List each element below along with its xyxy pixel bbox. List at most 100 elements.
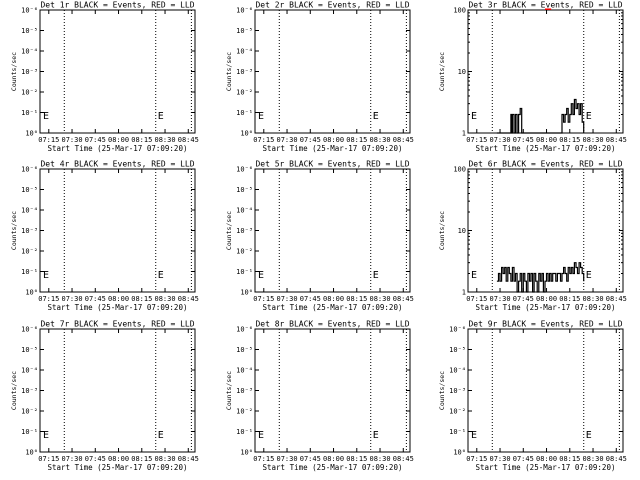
- y-tick-label: 10⁻¹: [236, 109, 253, 117]
- x-axis-label: Start Time (25-Mar-17 07:09:20): [263, 303, 403, 312]
- x-tick-label: 07:45: [85, 455, 106, 463]
- x-axis-label: Start Time (25-Mar-17 07:09:20): [48, 303, 188, 312]
- panel-title: Det 6r BLACK = Events, RED = LLD: [468, 160, 622, 169]
- x-tick-label: 07:15: [466, 455, 487, 463]
- x-tick-label: 07:45: [513, 295, 534, 303]
- x-tick-label: 08:00: [323, 295, 344, 303]
- e-marker-label: E: [586, 270, 592, 281]
- x-tick-label: 08:00: [323, 455, 344, 463]
- e-marker-label: E: [471, 270, 477, 281]
- plot-frame: [39, 168, 196, 293]
- x-tick-label: 08:00: [108, 136, 129, 144]
- y-axis-label: Counts/sec: [225, 52, 233, 91]
- x-tick-label: 07:30: [276, 136, 297, 144]
- e-marker-label: E: [258, 270, 264, 281]
- x-tick-label: 08:15: [559, 136, 580, 144]
- panel-title: Det 7r BLACK = Events, RED = LLD: [40, 320, 194, 329]
- y-tick-label: 10⁻⁴: [236, 367, 253, 375]
- y-axis-label: Counts/sec: [10, 52, 18, 91]
- x-tick-label: 08:15: [131, 295, 152, 303]
- events-series: [496, 262, 585, 293]
- x-tick-label: 08:00: [536, 455, 557, 463]
- x-tick-label: 08:30: [154, 455, 175, 463]
- y-tick-label: 10⁰: [453, 449, 466, 457]
- x-tick-label: 07:30: [61, 455, 82, 463]
- plot-frame: [467, 168, 624, 293]
- y-tick-label: 10⁻¹: [21, 428, 38, 436]
- x-tick-label: 08:00: [323, 136, 344, 144]
- panel-title: Det 1r BLACK = Events, RED = LLD: [40, 1, 194, 10]
- detector-panel: Det 7r BLACK = Events, RED = LLD 10⁰ 10⁻¹ 1…: [10, 320, 199, 473]
- x-axis-label: Start Time (25-Mar-17 07:09:20): [263, 463, 403, 472]
- plot-frame: [467, 9, 624, 134]
- detector-panel: Det 9r BLACK = Events, RED = LLD 10⁰ 10⁻¹ 1…: [438, 320, 627, 473]
- events-series: [496, 98, 585, 134]
- y-tick-label: 10⁻¹: [21, 268, 38, 276]
- y-tick-label: 10⁻¹: [236, 268, 253, 276]
- x-tick-label: 07:15: [466, 295, 487, 303]
- plot-frame: [254, 328, 411, 453]
- y-tick-label: 10⁻¹: [449, 428, 466, 436]
- y-tick-label: 10⁻³: [236, 68, 253, 76]
- x-axis-label: Start Time (25-Mar-17 07:09:20): [476, 303, 616, 312]
- x-tick-label: 08:15: [131, 136, 152, 144]
- plot-frame: [39, 9, 196, 134]
- x-axis-label: Start Time (25-Mar-17 07:09:20): [476, 463, 616, 472]
- y-tick-label: 10⁻²: [21, 89, 38, 97]
- x-tick-label: 08:45: [606, 295, 627, 303]
- y-tick-label: 10⁰: [25, 130, 38, 138]
- x-tick-label: 08:45: [393, 136, 414, 144]
- x-tick-label: 08:30: [154, 295, 175, 303]
- x-tick-label: 08:15: [346, 136, 367, 144]
- e-marker-label: E: [471, 430, 477, 441]
- y-tick-label: 10⁻⁶: [21, 326, 38, 334]
- y-tick-label: 10⁻⁴: [236, 48, 253, 56]
- x-tick-label: 07:30: [61, 295, 82, 303]
- x-tick-label: 08:45: [178, 455, 199, 463]
- y-axis-label: Counts/sec: [225, 211, 233, 250]
- x-tick-label: 07:30: [61, 136, 82, 144]
- e-marker-label: E: [471, 111, 477, 122]
- e-marker-label: E: [373, 270, 379, 281]
- detector-panel: Det 2r BLACK = Events, RED = LLD 10⁰ 10⁻¹ 1…: [225, 1, 414, 154]
- x-axis-label: Start Time (25-Mar-17 07:09:20): [476, 144, 616, 153]
- x-tick-label: 08:00: [536, 136, 557, 144]
- x-tick-label: 08:30: [582, 295, 603, 303]
- x-tick-label: 08:45: [393, 455, 414, 463]
- x-tick-label: 07:45: [300, 136, 321, 144]
- y-axis-label: Counts/sec: [10, 211, 18, 250]
- y-tick-label: 10⁻³: [236, 227, 253, 235]
- x-tick-label: 07:45: [300, 295, 321, 303]
- detector-panel: Det 4r BLACK = Events, RED = LLD 10⁰ 10⁻¹ 1…: [10, 160, 199, 313]
- y-tick-label: 10⁻⁵: [21, 27, 38, 35]
- x-tick-label: 08:45: [178, 136, 199, 144]
- y-tick-label: 100: [453, 7, 466, 15]
- x-tick-label: 08:15: [346, 295, 367, 303]
- plot-frame: [39, 328, 196, 453]
- detector-panel: Det 5r BLACK = Events, RED = LLD 10⁰ 10⁻¹ 1…: [225, 160, 414, 313]
- y-tick-label: 10⁻⁶: [21, 166, 38, 174]
- y-tick-label: 10⁻³: [21, 387, 38, 395]
- e-marker-label: E: [258, 430, 264, 441]
- y-tick-label: 10⁻⁵: [21, 346, 38, 354]
- y-tick-label: 10⁻²: [449, 408, 466, 416]
- e-marker-label: E: [43, 111, 49, 122]
- detector-panel: Det 3r BLACK = Events, RED = LLD 1 10 100 Co…: [438, 1, 627, 154]
- y-tick-label: 10⁻³: [236, 387, 253, 395]
- e-marker-label: E: [586, 430, 592, 441]
- e-marker-label: E: [158, 111, 164, 122]
- x-tick-label: 07:45: [85, 136, 106, 144]
- x-tick-label: 07:45: [513, 455, 534, 463]
- e-marker-label: E: [43, 270, 49, 281]
- x-tick-label: 08:15: [559, 455, 580, 463]
- x-tick-label: 07:45: [85, 295, 106, 303]
- x-tick-label: 07:30: [489, 295, 510, 303]
- y-axis-label: Counts/sec: [438, 371, 446, 410]
- x-tick-label: 08:15: [131, 455, 152, 463]
- panel-title: Det 5r BLACK = Events, RED = LLD: [255, 160, 409, 169]
- y-tick-label: 10⁻³: [21, 68, 38, 76]
- y-tick-label: 10: [458, 68, 466, 76]
- x-tick-label: 07:15: [466, 136, 487, 144]
- x-tick-label: 08:45: [178, 295, 199, 303]
